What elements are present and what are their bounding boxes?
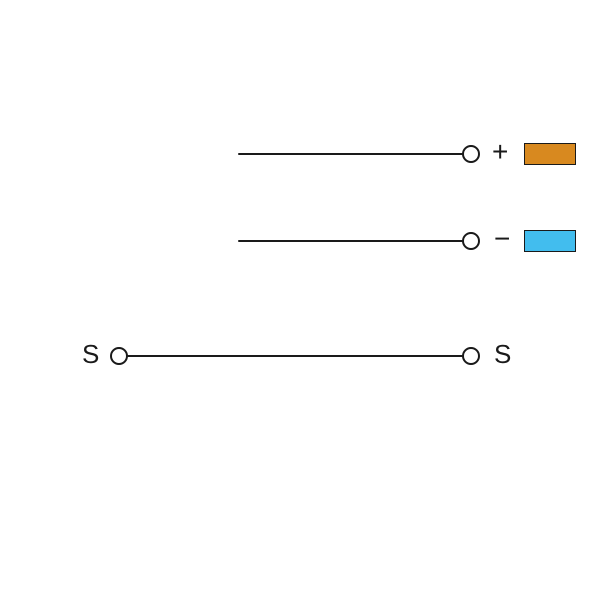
plus-color-swatch (524, 143, 576, 165)
shield-right-label: S (494, 341, 511, 367)
shield-left-label: S (82, 341, 99, 367)
minus-label: − (494, 225, 510, 253)
minus-color-swatch (524, 230, 576, 252)
schematic-canvas: + − S S (0, 0, 600, 600)
plus-label: + (492, 138, 508, 166)
schematic-svg (0, 0, 600, 600)
